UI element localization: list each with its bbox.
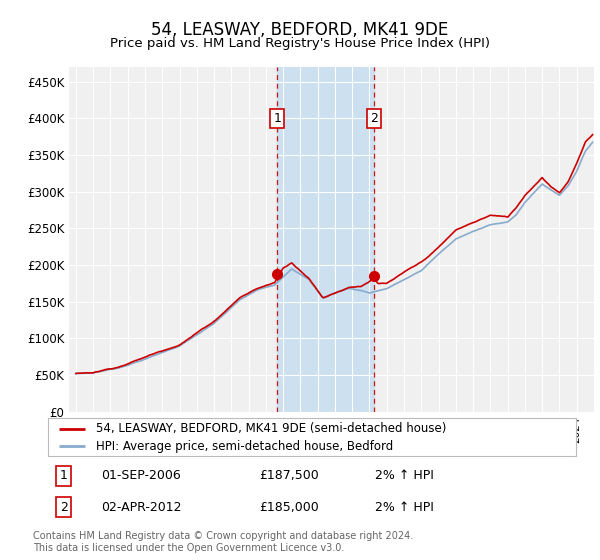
- Text: 2: 2: [370, 112, 378, 125]
- Text: £187,500: £187,500: [259, 469, 319, 482]
- Text: Price paid vs. HM Land Registry's House Price Index (HPI): Price paid vs. HM Land Registry's House …: [110, 37, 490, 50]
- Text: £185,000: £185,000: [259, 501, 319, 514]
- Text: 2% ↑ HPI: 2% ↑ HPI: [376, 501, 434, 514]
- Text: HPI: Average price, semi-detached house, Bedford: HPI: Average price, semi-detached house,…: [95, 440, 393, 452]
- Text: 2% ↑ HPI: 2% ↑ HPI: [376, 469, 434, 482]
- Text: 02-APR-2012: 02-APR-2012: [101, 501, 181, 514]
- Text: 2: 2: [60, 501, 68, 514]
- Text: 54, LEASWAY, BEDFORD, MK41 9DE (semi-detached house): 54, LEASWAY, BEDFORD, MK41 9DE (semi-det…: [95, 422, 446, 435]
- Text: 01-SEP-2006: 01-SEP-2006: [101, 469, 181, 482]
- Text: 54, LEASWAY, BEDFORD, MK41 9DE: 54, LEASWAY, BEDFORD, MK41 9DE: [151, 21, 449, 39]
- Text: This data is licensed under the Open Government Licence v3.0.: This data is licensed under the Open Gov…: [33, 543, 344, 553]
- Bar: [277, 67, 374, 412]
- Text: 1: 1: [274, 112, 281, 125]
- Text: 1: 1: [60, 469, 68, 482]
- Text: Contains HM Land Registry data © Crown copyright and database right 2024.: Contains HM Land Registry data © Crown c…: [33, 531, 413, 541]
